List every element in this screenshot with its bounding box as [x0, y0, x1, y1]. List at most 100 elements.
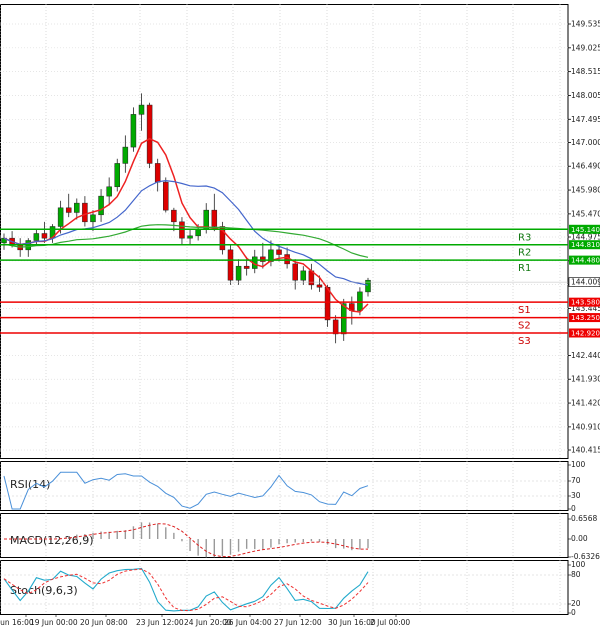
candle-up: [268, 249, 274, 262]
moving-average-red: [3, 137, 369, 313]
level-label-s2: S2: [518, 321, 531, 332]
indicator-scale-label: 30: [571, 491, 581, 500]
price-tick-label: 148.005: [571, 91, 600, 100]
time-tick-label: 27 Jun 12:00: [274, 618, 322, 627]
time-tick-label: 18 Jun 16:00: [0, 618, 34, 627]
candle-up: [1, 237, 7, 244]
level-price-tag: [569, 255, 600, 265]
level-price-tag-text: 144.810: [571, 241, 600, 249]
price-tick-label: 149.535: [571, 20, 600, 29]
candle-down: [171, 209, 177, 223]
level-label-s3: S3: [518, 336, 531, 347]
price-tick-label: 144.975: [571, 233, 600, 242]
indicator-scale-label: 0: [571, 608, 576, 617]
time-tick-label: 26 Jun 04:00: [224, 618, 272, 627]
candle-down: [154, 163, 161, 183]
price-tick-label: 141.930: [571, 375, 600, 384]
indicator-scale-label: 0.00: [571, 534, 588, 543]
indicator-scale-label: 0: [571, 504, 576, 513]
time-tick-label: 24 Jun 20:00: [184, 618, 232, 627]
candle-up: [33, 233, 40, 241]
candle-down: [316, 284, 323, 288]
candle-up: [187, 235, 193, 239]
candle-down: [260, 256, 266, 262]
indicator-scale-label: 80: [571, 570, 581, 579]
time-tick-label: 30 Jun 16:00: [328, 618, 376, 627]
candle-down: [276, 249, 282, 255]
rsi-pane-frame: [0, 461, 569, 511]
candle-up: [300, 270, 307, 281]
candle-down: [41, 233, 48, 239]
candle-up: [357, 291, 363, 311]
price-tick-label: 145.470: [571, 209, 600, 218]
indicator-scale-label: 0.6568: [571, 514, 597, 523]
candle-down: [211, 209, 218, 227]
macd-signal-line: [4, 523, 368, 558]
candle-up: [130, 114, 137, 148]
candle-down: [65, 207, 72, 213]
level-price-tag: [569, 224, 600, 234]
level-price-tag-text: 144.480: [571, 257, 600, 265]
candle-up: [122, 146, 129, 164]
price-tick-label: 141.420: [571, 399, 600, 408]
candle-up: [365, 279, 371, 293]
time-tick-label: 20 Jun 08:00: [80, 618, 128, 627]
stoch-pane-frame: [0, 560, 569, 615]
candle-down: [219, 226, 226, 251]
price-tick-label: 149.025: [571, 43, 600, 52]
candle-up: [114, 163, 120, 188]
level-price-tag: [569, 313, 600, 323]
level-price-tag-text: 145.140: [571, 226, 600, 234]
price-tick-label: 147.495: [571, 115, 600, 124]
candle-down: [243, 265, 250, 269]
last-price-tag: [568, 277, 600, 287]
indicator-label: Stoch(9,6,3): [10, 584, 78, 597]
level-price-tag-text: 143.580: [571, 299, 600, 307]
moving-average-blue: [3, 179, 369, 286]
main-pane[interactable]: R3 R2 R1 S1 S2 S3: [0, 93, 568, 347]
price-tick-label: 143.445: [571, 304, 600, 313]
level-price-tag-text: 143.250: [571, 314, 600, 322]
level-price-tag: [569, 240, 600, 250]
candle-down: [227, 249, 234, 281]
grid: [0, 4, 569, 615]
macd-pane-frame: [0, 513, 569, 558]
last-price-tag-text: 144.009: [571, 278, 600, 287]
candle-up: [106, 186, 112, 197]
price-tick-label: 147.000: [571, 138, 600, 147]
time-tick-label: 19 Jun 00:00: [30, 618, 78, 627]
time-tick-label: 23 Jun 12:00: [136, 618, 184, 627]
level-price-tag: [569, 328, 600, 338]
candle-up: [138, 104, 145, 115]
candle-down: [163, 181, 169, 211]
moving-average-green: [3, 224, 369, 258]
indicator-panes[interactable]: RSI(14) MACD(12,26,9) Stoch(9,6,3): [0, 471, 568, 612]
candle-up: [90, 214, 96, 223]
stoch-signal-line: [3, 568, 369, 611]
candle-down: [82, 202, 88, 223]
candle-up: [203, 209, 209, 230]
candle-down: [146, 104, 153, 164]
candle-up: [74, 202, 80, 213]
price-tick-label: 146.490: [571, 162, 600, 171]
indicator-label: RSI(14): [10, 478, 50, 491]
time-tick-label: 2 Jul 00:00: [370, 618, 410, 627]
candle-up: [98, 195, 104, 216]
price-tick-label: 140.910: [571, 422, 600, 431]
level-label-r1: R1: [518, 263, 531, 274]
rsi-line: [3, 471, 369, 510]
price-tick-label: 140.415: [571, 446, 600, 455]
price-tick-label: 148.515: [571, 67, 600, 76]
level-label-r2: R2: [518, 248, 531, 259]
price-tick-label: 142.440: [571, 351, 600, 360]
indicator-scale-label: 100: [571, 560, 586, 569]
candle-down: [332, 319, 339, 335]
level-price-tag: [569, 297, 600, 307]
candle-down: [292, 263, 298, 281]
indicator-label: MACD(12,26,9): [10, 534, 94, 547]
price-tick-label: 145.980: [571, 186, 600, 195]
level-label-s1: S1: [518, 305, 531, 316]
indicator-scale-label: 20: [571, 599, 581, 608]
